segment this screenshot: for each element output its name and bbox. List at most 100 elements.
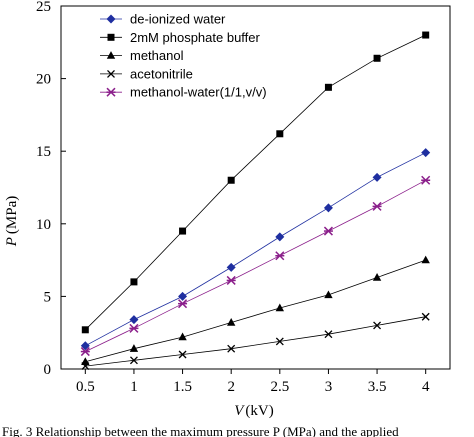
data-point <box>227 176 235 184</box>
x-tick-label: 0.5 <box>76 379 95 395</box>
legend-label: de-ionized water <box>130 12 226 27</box>
data-point <box>372 172 382 182</box>
x-tick-label: 1 <box>130 379 138 395</box>
plot-frame <box>60 5 451 370</box>
data-point <box>179 227 187 235</box>
data-point <box>80 341 90 351</box>
series-4 <box>80 175 431 357</box>
data-point <box>372 273 382 281</box>
x-axis-label: V (kV) <box>234 403 274 419</box>
data-point <box>129 323 139 333</box>
x-tick-label: 4 <box>422 379 430 395</box>
series-0 <box>80 148 431 351</box>
data-point <box>178 299 188 309</box>
x-tick-label: 3 <box>325 379 333 395</box>
x-axis-label-unit: (kV) <box>245 403 273 419</box>
series-line <box>85 34 426 331</box>
data-point-stroke <box>373 321 382 330</box>
figure-caption: Fig. 3 Relationship between the maximum … <box>2 424 399 437</box>
legend-label: methanol-water(1/1,v/v) <box>130 85 267 100</box>
y-tick-label: 25 <box>36 0 51 15</box>
plot-area <box>60 5 451 370</box>
data-point <box>421 175 431 185</box>
legend-label: acetonitrile <box>130 66 193 81</box>
series-layer <box>80 31 431 371</box>
data-point <box>226 262 236 272</box>
data-point <box>324 330 333 339</box>
y-tick-label: 10 <box>36 217 51 233</box>
x-tick-label: 2.5 <box>270 379 289 395</box>
legend-marker <box>106 87 116 97</box>
legend: de-ionized water 2mM phosphate buffer meth… <box>100 12 267 100</box>
data-point <box>275 251 285 261</box>
legend-item: 2mM phosphate buffer <box>100 30 261 45</box>
data-point <box>373 321 382 330</box>
data-point <box>178 332 187 341</box>
legend-marker <box>107 33 115 41</box>
data-point <box>422 31 430 39</box>
data-point <box>372 201 382 211</box>
data-point <box>276 130 284 138</box>
series-2 <box>81 255 430 365</box>
series-1 <box>81 31 430 334</box>
legend-item: de-ionized water <box>100 12 226 27</box>
data-point <box>81 326 89 334</box>
data-point <box>178 291 188 301</box>
series-line <box>85 179 426 352</box>
data-point-stroke <box>421 312 430 321</box>
y-axis-label-var: P <box>4 237 20 247</box>
data-point <box>373 54 381 62</box>
x-tick-label: 2 <box>227 379 235 395</box>
data-point <box>275 337 284 346</box>
legend-label: methanol <box>130 48 184 63</box>
series-line <box>85 259 426 363</box>
data-point <box>421 312 430 321</box>
data-point <box>129 344 139 352</box>
data-point <box>130 278 138 286</box>
data-point <box>421 148 431 158</box>
data-point <box>81 357 90 365</box>
data-point-stroke <box>81 362 90 371</box>
legend-item: methanol <box>100 48 184 63</box>
data-point-stroke <box>275 337 284 346</box>
legend-marker-stroke <box>107 69 115 78</box>
legend-label: 2mM phosphate buffer <box>130 30 261 45</box>
y-tick-label: 5 <box>44 289 52 305</box>
legend-item: acetonitrile <box>100 66 193 81</box>
data-point <box>323 203 333 213</box>
series-line <box>85 152 426 347</box>
data-point-stroke <box>178 350 187 359</box>
y-tick-label: 0 <box>44 362 52 378</box>
y-tick-label: 15 <box>36 144 51 160</box>
data-point <box>80 347 90 357</box>
data-point <box>275 232 285 242</box>
data-point <box>324 83 332 91</box>
x-axis-label-var: V <box>234 403 245 419</box>
y-axis-label-unit: (MPa) <box>4 196 20 234</box>
ticks-layer: 0.5 1 1.5 2 2.5 3 3.5 4 0 5 10 15 20 25 <box>36 0 430 395</box>
data-point <box>226 275 236 285</box>
legend-marker <box>106 14 116 24</box>
data-point <box>81 362 90 371</box>
data-point-stroke <box>129 356 138 365</box>
data-point <box>421 255 430 264</box>
y-tick-label: 20 <box>36 72 51 88</box>
data-point <box>227 344 236 353</box>
data-point <box>226 318 236 326</box>
legend-marker <box>106 51 116 59</box>
data-point <box>178 350 187 359</box>
x-tick-label: 1.5 <box>173 379 192 395</box>
data-point <box>323 226 333 236</box>
data-point <box>324 290 333 299</box>
series-3 <box>81 312 430 371</box>
y-axis-label: P (MPa) <box>4 196 20 248</box>
data-point-stroke <box>324 330 333 339</box>
x-tick-label: 3.5 <box>368 379 387 395</box>
data-point <box>129 356 138 365</box>
legend-marker <box>107 69 115 78</box>
data-point-stroke <box>227 344 236 353</box>
data-point <box>129 315 139 325</box>
data-point <box>275 303 285 312</box>
legend-item: methanol-water(1/1,v/v) <box>100 85 267 100</box>
